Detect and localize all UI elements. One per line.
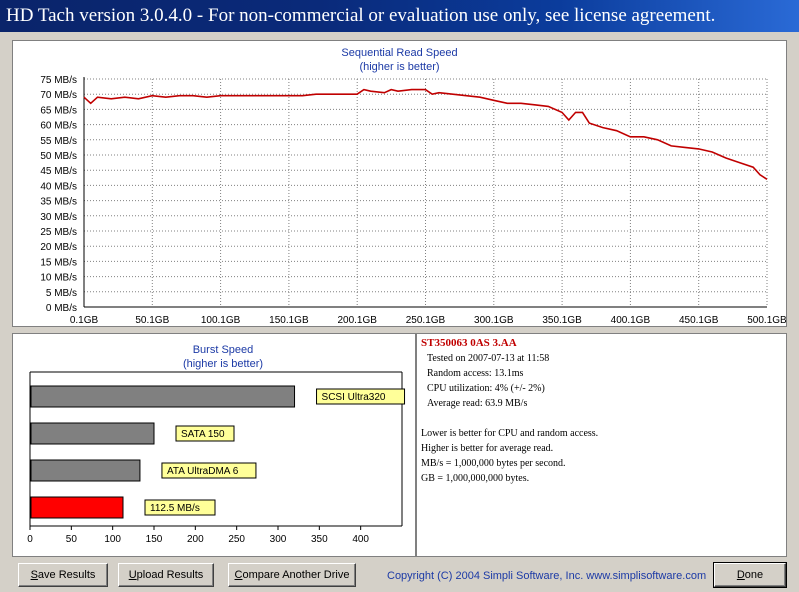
tested-on: Tested on 2007-07-13 at 11:58	[427, 353, 550, 364]
y-tick-label: 40 MB/s	[40, 181, 77, 192]
burst-x-tick-label: 250	[228, 534, 245, 545]
x-tick-label: 100.1GB	[201, 315, 241, 326]
burst-x-tick-label: 150	[146, 534, 163, 545]
x-tick-label: 350.1GB	[542, 315, 582, 326]
cpu-utilization: CPU utilization: 4% (+/- 2%)	[427, 383, 545, 394]
x-tick-label: 0.1GB	[70, 315, 99, 326]
burst-bar-label: 112.5 MB/s	[150, 503, 200, 514]
sequential-read-panel: Sequential Read Speed (higher is better)…	[12, 40, 787, 327]
y-tick-label: 55 MB/s	[40, 136, 77, 147]
y-tick-label: 65 MB/s	[40, 105, 77, 116]
burst-bar	[30, 496, 124, 519]
x-tick-label: 50.1GB	[135, 315, 169, 326]
y-tick-label: 75 MB/s	[40, 75, 77, 86]
burst-title-line2: (higher is better)	[182, 358, 264, 370]
burst-speed-chart: 0 50 100 150 200 250 300 350 400 SCSI Ultra320 SAT…	[27, 371, 406, 545]
burst-bar	[30, 385, 296, 408]
x-tick-label: 400.1GB	[611, 315, 651, 326]
burst-bar-label-box	[175, 425, 235, 442]
burst-bar-label-box	[316, 388, 406, 405]
compare-mnemonic: C	[234, 569, 243, 581]
burst-bar-label-box	[161, 462, 257, 479]
random-access: Random access: 13.1ms	[427, 368, 524, 379]
y-tick-label: 15 MB/s	[40, 257, 77, 268]
compare-another-drive-button[interactable]: Compare Another Drive	[228, 563, 356, 587]
burst-bar	[30, 459, 141, 482]
x-tick-label: 200.1GB	[337, 315, 377, 326]
y-tick-label: 35 MB/s	[40, 197, 77, 208]
burst-x-tick-label: 300	[270, 534, 287, 545]
burst-bar-label-box	[144, 499, 216, 516]
y-tick-label: 45 MB/s	[40, 166, 77, 177]
y-tick-label: 25 MB/s	[40, 227, 77, 238]
burst-x-tick-label: 100	[104, 534, 121, 545]
done-button[interactable]: Done	[713, 562, 787, 588]
copyright-text: Copyright (C) 2004 Simpli Software, Inc.…	[387, 570, 707, 582]
sequential-title-line2: (higher is better)	[359, 61, 440, 73]
burst-bar-label: SCSI Ultra320	[322, 392, 386, 403]
burst-x-tick-label: 400	[352, 534, 369, 545]
drive-info-panel: ST350063 0AS 3.AA Tested on 2007-07-13 a…	[416, 333, 787, 557]
upload-results-mnemonic: U	[128, 569, 137, 581]
sequential-read-chart: 75 MB/s 70 MB/s 65 MB/s 60 MB/s 55 MB/s 50 MB…	[40, 75, 786, 326]
y-tick-label: 10 MB/s	[40, 273, 77, 284]
done-mnemonic: D	[736, 569, 745, 581]
window-title: HD Tach version 3.0.4.0 - For non-commer…	[0, 0, 799, 32]
burst-title-line1: Burst Speed	[192, 344, 254, 356]
average-read: Average read: 63.9 MB/s	[427, 398, 528, 409]
note-lower-better: Lower is better for CPU and random acces…	[421, 428, 599, 439]
upload-results-label: pload Results	[136, 569, 204, 581]
y-tick-label: 5 MB/s	[46, 288, 77, 299]
y-tick-label: 60 MB/s	[40, 121, 77, 132]
note-higher-better: Higher is better for average read.	[421, 443, 554, 454]
note-mbs-definition: MB/s = 1,000,000 bytes per second.	[421, 458, 566, 469]
save-results-label: ave Results	[37, 569, 96, 581]
burst-x-tick-label: 0	[27, 534, 33, 545]
sequential-chart-title: Sequential Read Speed (higher is better)	[13, 46, 786, 74]
x-tick-label: 500.1GB	[747, 315, 786, 326]
burst-bar-label: SATA 150	[181, 429, 225, 440]
compare-label: ompare Another Drive	[242, 569, 350, 581]
x-tick-label: 450.1GB	[679, 315, 719, 326]
burst-speed-panel: Burst Speed (higher is better) 0 50 100 150…	[12, 333, 416, 557]
y-tick-label: 30 MB/s	[40, 212, 77, 223]
done-label: one	[744, 569, 764, 581]
burst-bar-label: ATA UltraDMA 6	[167, 466, 239, 477]
x-tick-label: 250.1GB	[406, 315, 446, 326]
y-tick-label: 20 MB/s	[40, 242, 77, 253]
burst-x-tick-label: 50	[66, 534, 78, 545]
drive-name: ST350063 0AS 3.AA	[421, 337, 517, 349]
save-results-mnemonic: S	[30, 569, 38, 581]
y-tick-label: 0 MB/s	[46, 303, 77, 314]
y-tick-label: 70 MB/s	[40, 90, 77, 101]
burst-bar	[30, 422, 155, 445]
read-speed-line	[83, 88, 768, 180]
save-results-button[interactable]: Save Results	[18, 563, 108, 587]
sequential-title-line1: Sequential Read Speed	[341, 47, 458, 59]
upload-results-button[interactable]: Upload Results	[118, 563, 214, 587]
note-gb-definition: GB = 1,000,000,000 bytes.	[421, 473, 530, 484]
y-tick-label: 50 MB/s	[40, 151, 77, 162]
x-tick-label: 300.1GB	[474, 315, 514, 326]
burst-x-tick-label: 350	[311, 534, 328, 545]
x-tick-label: 150.1GB	[269, 315, 309, 326]
burst-x-tick-label: 200	[187, 534, 204, 545]
burst-chart-title: Burst Speed (higher is better)	[143, 343, 303, 371]
